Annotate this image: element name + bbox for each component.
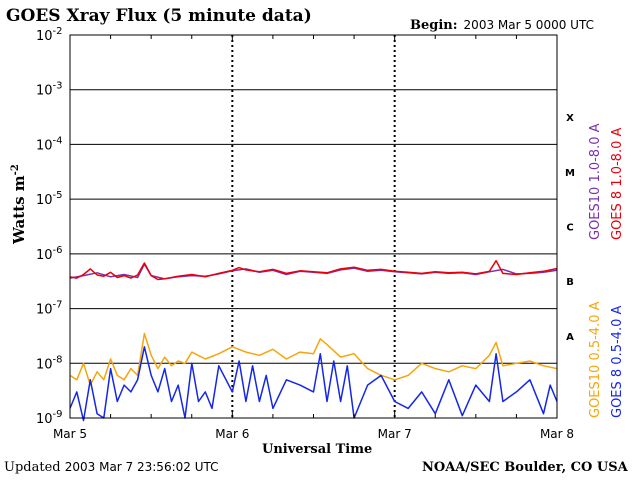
plot-frame [69, 34, 558, 419]
flare-class-label: X [566, 113, 574, 124]
legend-goes10-short: GOES10 0.5-4.0 A [588, 301, 603, 418]
y-tick-label: 10-7 [36, 300, 63, 318]
series-line-1 [69, 259, 558, 281]
updated-value: 2003 Mar 7 23:56:02 UTC [64, 460, 219, 474]
y-tick-exponent: -7 [53, 300, 63, 311]
y-tick-labels: 10-2 10-3 10-4 10-5 10-6 10-7 10-8 10-9 [36, 26, 63, 427]
flare-class-label: C [566, 223, 573, 234]
y-tick-label: 10-6 [36, 245, 63, 263]
y-axis-label-text: Watts m [10, 175, 28, 244]
legend-goes10-long: GOES10 1.0-8.0 A [588, 123, 603, 240]
series-line-2 [69, 332, 558, 386]
series-line-3 [69, 346, 558, 422]
flare-class-label: M [565, 168, 575, 179]
x-tick-label: Mar 6 [215, 427, 249, 441]
y-tick-label: 10-2 [36, 26, 63, 44]
series-lines [69, 259, 558, 422]
flare-class-labels: X M C B A [565, 113, 575, 343]
x-axis-label: Universal Time [262, 442, 373, 457]
y-tick-exponent: -2 [53, 26, 63, 37]
y-tick-label: 10-3 [36, 81, 63, 99]
begin-label: Begin: [410, 18, 458, 33]
chart-title: GOES Xray Flux (5 minute data) [6, 6, 312, 26]
y-tick-label: 10-9 [36, 409, 63, 427]
y-tick-exponent: -5 [53, 190, 63, 201]
flare-class-label: B [566, 277, 574, 288]
grid-lines [70, 35, 557, 418]
y-axis-label: Watts m-2 [10, 164, 28, 244]
x-tick-label: Mar 5 [53, 427, 87, 441]
x-tick-label: Mar 8 [540, 427, 574, 441]
legend-goes8-short: GOES 8 0.5-4.0 A [610, 305, 625, 418]
y-tick-label: 10-8 [36, 354, 63, 372]
begin-value: 2003 Mar 5 0000 UTC [463, 18, 594, 32]
credit-line: NOAA/SEC Boulder, CO USA [422, 460, 628, 475]
y-tick-label: 10-5 [36, 190, 63, 208]
legend-goes8-long: GOES 8 1.0-8.0 A [610, 127, 625, 240]
y-tick-exponent: -6 [53, 245, 63, 256]
y-tick-exponent: -9 [53, 409, 63, 420]
x-tick-labels: Mar 5 Mar 6 Mar 7 Mar 8 [53, 427, 574, 441]
y-tick-label: 10-4 [36, 135, 63, 153]
updated-label: Updated [4, 460, 61, 475]
y-axis-label-exponent: -2 [10, 164, 21, 176]
y-tick-exponent: -3 [53, 81, 63, 92]
y-tick-exponent: -8 [53, 354, 63, 365]
updated-timestamp: Updated 2003 Mar 7 23:56:02 UTC [4, 460, 219, 475]
x-tick-label: Mar 7 [378, 427, 412, 441]
y-tick-exponent: -4 [53, 135, 63, 146]
begin-time: Begin: 2003 Mar 5 0000 UTC [410, 18, 594, 33]
flare-class-label: A [566, 332, 574, 343]
